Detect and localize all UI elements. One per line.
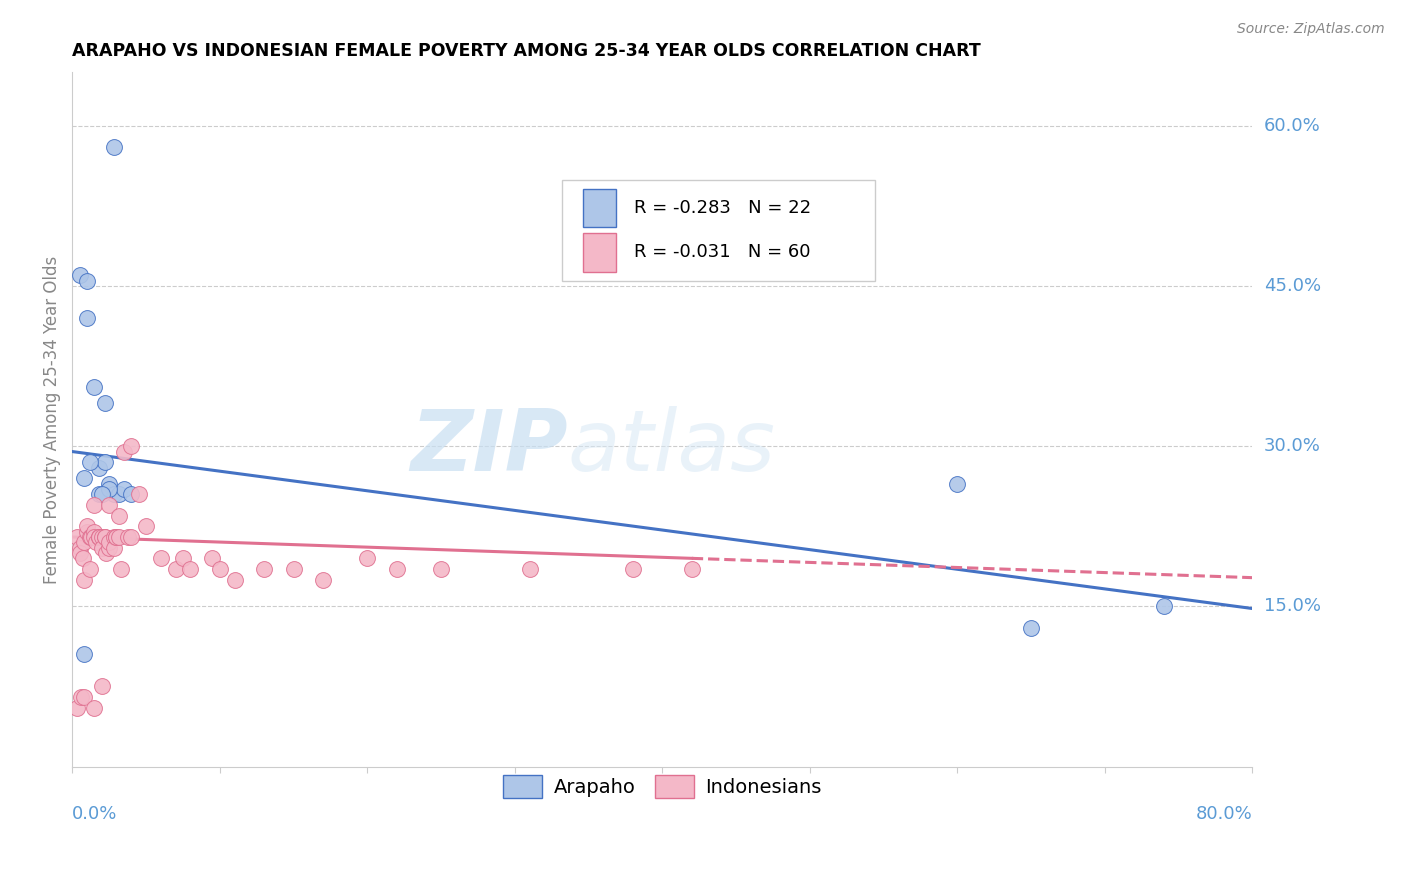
Y-axis label: Female Poverty Among 25-34 Year Olds: Female Poverty Among 25-34 Year Olds <box>44 255 60 583</box>
Point <box>90 530 112 544</box>
Point <box>312 573 335 587</box>
Text: 15.0%: 15.0% <box>1264 598 1320 615</box>
Point <box>385 562 408 576</box>
Point <box>120 530 142 544</box>
Point <box>69 546 91 560</box>
Point <box>103 140 125 154</box>
Point <box>1019 621 1042 635</box>
Point <box>681 562 703 576</box>
Point <box>108 487 131 501</box>
Point <box>70 690 93 705</box>
Point <box>105 530 128 544</box>
Point <box>98 498 121 512</box>
Point <box>76 311 98 326</box>
Text: 0.0%: 0.0% <box>72 805 118 823</box>
Point <box>76 274 98 288</box>
Point <box>356 551 378 566</box>
Point <box>98 482 121 496</box>
Point <box>120 439 142 453</box>
Point <box>87 530 110 544</box>
Point <box>79 562 101 576</box>
Point <box>66 701 89 715</box>
Point <box>90 680 112 694</box>
Point <box>1153 599 1175 614</box>
Point <box>73 690 96 705</box>
Point <box>108 508 131 523</box>
Point <box>93 530 115 544</box>
Point <box>253 562 276 576</box>
Text: 45.0%: 45.0% <box>1264 277 1320 295</box>
Point <box>98 476 121 491</box>
Text: R = -0.031   N = 60: R = -0.031 N = 60 <box>634 244 810 261</box>
Text: 30.0%: 30.0% <box>1264 437 1320 455</box>
Text: Source: ZipAtlas.com: Source: ZipAtlas.com <box>1237 22 1385 37</box>
Point <box>430 562 453 576</box>
Point <box>83 701 105 715</box>
Point <box>83 530 105 544</box>
FancyBboxPatch shape <box>583 189 616 227</box>
Point <box>283 562 305 576</box>
Point <box>73 648 96 662</box>
Point <box>87 530 110 544</box>
Point <box>87 487 110 501</box>
Text: ARAPAHO VS INDONESIAN FEMALE POVERTY AMONG 25-34 YEAR OLDS CORRELATION CHART: ARAPAHO VS INDONESIAN FEMALE POVERTY AMO… <box>72 42 981 60</box>
Point <box>172 551 194 566</box>
Point <box>73 471 96 485</box>
Point <box>96 546 118 560</box>
Point <box>117 530 139 544</box>
Point <box>179 562 201 576</box>
Text: R = -0.283   N = 22: R = -0.283 N = 22 <box>634 199 811 218</box>
Point <box>83 380 105 394</box>
Point <box>165 562 187 576</box>
Point <box>98 535 121 549</box>
Point <box>128 487 150 501</box>
FancyBboxPatch shape <box>583 234 616 271</box>
Legend: Arapaho, Indonesians: Arapaho, Indonesians <box>495 767 830 805</box>
Point <box>79 455 101 469</box>
Point <box>76 524 98 539</box>
Point <box>87 530 110 544</box>
Point <box>73 573 96 587</box>
Text: 80.0%: 80.0% <box>1195 805 1253 823</box>
Point <box>105 530 128 544</box>
Point <box>110 562 132 576</box>
Point <box>201 551 224 566</box>
Point <box>98 541 121 555</box>
Point <box>112 444 135 458</box>
Point <box>103 487 125 501</box>
Point <box>66 530 89 544</box>
Point <box>90 487 112 501</box>
Point <box>93 530 115 544</box>
Point <box>108 530 131 544</box>
Point <box>84 535 107 549</box>
Point <box>519 562 541 576</box>
Point <box>93 455 115 469</box>
FancyBboxPatch shape <box>562 180 875 281</box>
Point <box>87 460 110 475</box>
Point <box>135 519 157 533</box>
Point <box>621 562 644 576</box>
Point <box>93 396 115 410</box>
Point <box>83 524 105 539</box>
Point <box>69 268 91 283</box>
Text: atlas: atlas <box>568 406 776 489</box>
Point <box>103 530 125 544</box>
Point <box>103 541 125 555</box>
Point <box>80 530 103 544</box>
Point <box>120 487 142 501</box>
Text: ZIP: ZIP <box>411 406 568 489</box>
Point <box>224 573 246 587</box>
Point <box>208 562 231 576</box>
Point <box>946 476 969 491</box>
Point <box>76 519 98 533</box>
Point <box>112 482 135 496</box>
Point <box>90 541 112 555</box>
Point <box>69 541 91 555</box>
Point <box>83 498 105 512</box>
Text: 60.0%: 60.0% <box>1264 117 1320 135</box>
Point <box>72 551 94 566</box>
Point <box>79 530 101 544</box>
Point <box>149 551 172 566</box>
Point <box>73 535 96 549</box>
